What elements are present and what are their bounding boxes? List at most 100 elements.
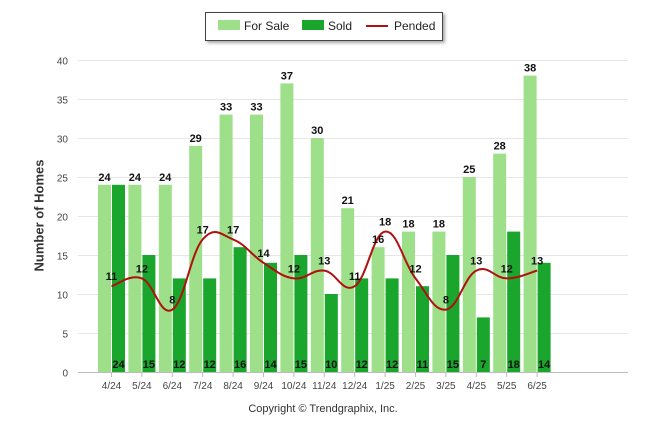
label-for-sale: 25 [463,164,475,176]
bar-sold [537,262,551,372]
bar-for-sale [371,247,385,372]
label-sold: 12 [204,359,216,371]
label-sold: 12 [173,359,185,371]
bar-sold [294,255,308,372]
bar-sold [142,255,156,372]
label-for-sale: 16 [372,234,384,246]
label-pended: 13 [470,256,482,268]
bar-for-sale [523,75,537,372]
pended-series [111,230,538,312]
label-pended: 8 [169,295,175,307]
bar-sold [476,317,490,372]
label-pended: 14 [257,248,270,260]
legend-swatch-sold [302,20,324,30]
y-tick-label: 0 [62,369,68,380]
bar-series [98,75,551,373]
label-pended: 17 [227,224,239,236]
label-for-sale: 29 [190,133,202,145]
bar-sold [112,184,125,372]
legend-label-sold[interactable]: Sold [328,19,353,33]
x-tick-label: 10/24 [281,381,306,392]
legend-label-pended[interactable]: Pended [394,19,436,33]
label-for-sale: 21 [342,195,354,207]
x-tick-label: 4/25 [467,381,487,392]
label-sold: 10 [325,359,337,371]
label-for-sale: 28 [494,141,506,153]
y-tick-label: 35 [57,96,69,107]
bar-for-sale [189,145,203,372]
label-for-sale: 18 [402,219,414,231]
x-axis-ticks: 4/24 5/24 6/24 7/24 8/24 9/24 10/24 11/24 12/24 1… [102,372,547,392]
bar-for-sale [158,184,172,372]
y-tick-label: 10 [57,291,69,302]
label-sold: 12 [356,359,368,371]
bar-for-sale [219,114,233,372]
bar-for-sale [128,184,142,372]
label-sold: 15 [447,359,459,371]
bar-for-sale [310,138,324,372]
label-pended: 12 [501,263,513,275]
legend: For Sale Sold Pended [205,12,443,41]
label-pended: 8 [443,295,449,307]
label-sold: 14 [264,359,277,371]
copyright-footer: Copyright © Trendgraphix, Inc. [248,403,398,415]
label-for-sale: 18 [433,219,445,231]
y-tick-label: 20 [57,213,69,224]
bar-for-sale [280,83,294,373]
bar-sold [203,278,217,372]
data-labels: 24 24 24 15 24 12 29 12 33 16 33 14 37 15 30 10 21 12 16 12… [98,63,551,371]
label-pended: 13 [531,256,543,268]
label-pended: 13 [318,256,330,268]
label-for-sale: 24 [159,172,172,184]
bar-for-sale [493,153,507,372]
legend-swatch-pended [366,25,388,27]
bar-sold [172,278,186,372]
legend-label-for-sale[interactable]: For Sale [244,19,290,33]
label-sold: 7 [480,359,486,371]
y-axis-ticks: 0 5 10 15 20 25 30 35 40 [57,57,69,380]
x-tick-label: 6/25 [527,381,547,392]
label-for-sale: 37 [281,70,293,82]
x-tick-label: 11/24 [312,381,337,392]
x-tick-label: 9/24 [254,381,274,392]
label-pended: 11 [349,271,361,283]
label-pended: 12 [136,263,148,275]
bar-for-sale [341,208,355,372]
label-sold: 14 [538,359,551,371]
bar-sold [385,278,399,372]
y-tick-label: 25 [57,174,69,185]
label-sold: 24 [112,359,125,371]
y-tick-label: 5 [62,330,68,341]
y-tick-label: 15 [57,252,69,263]
label-pended: 12 [288,263,300,275]
y-tick-label: 40 [57,57,69,68]
bar-for-sale [98,184,111,372]
label-sold: 16 [234,359,246,371]
x-tick-label: 1/25 [375,381,395,392]
bar-sold [355,278,369,372]
label-for-sale: 24 [98,172,111,184]
label-pended: 11 [106,271,118,283]
bar-sold [264,262,277,372]
label-pended: 18 [379,217,391,229]
x-tick-label: 3/25 [436,381,456,392]
bar-sold [507,231,521,372]
label-for-sale: 30 [311,125,323,137]
label-sold: 11 [417,359,429,371]
legend-swatch-for-sale [218,20,240,30]
bar-for-sale [462,177,476,372]
y-tick-label: 30 [57,135,69,146]
x-tick-label: 6/24 [163,381,183,392]
label-sold: 12 [386,359,398,371]
bar-sold [446,255,460,372]
x-tick-label: 8/24 [223,381,243,392]
label-sold: 15 [143,359,155,371]
bar-sold [324,294,338,372]
bar-sold [233,247,247,372]
label-for-sale: 38 [524,63,536,75]
x-tick-label: 12/24 [342,381,367,392]
bar-sold [416,286,429,372]
x-tick-label: 5/25 [497,381,517,392]
x-tick-label: 2/25 [406,381,426,392]
y-axis-label: Number of Homes [31,159,47,272]
